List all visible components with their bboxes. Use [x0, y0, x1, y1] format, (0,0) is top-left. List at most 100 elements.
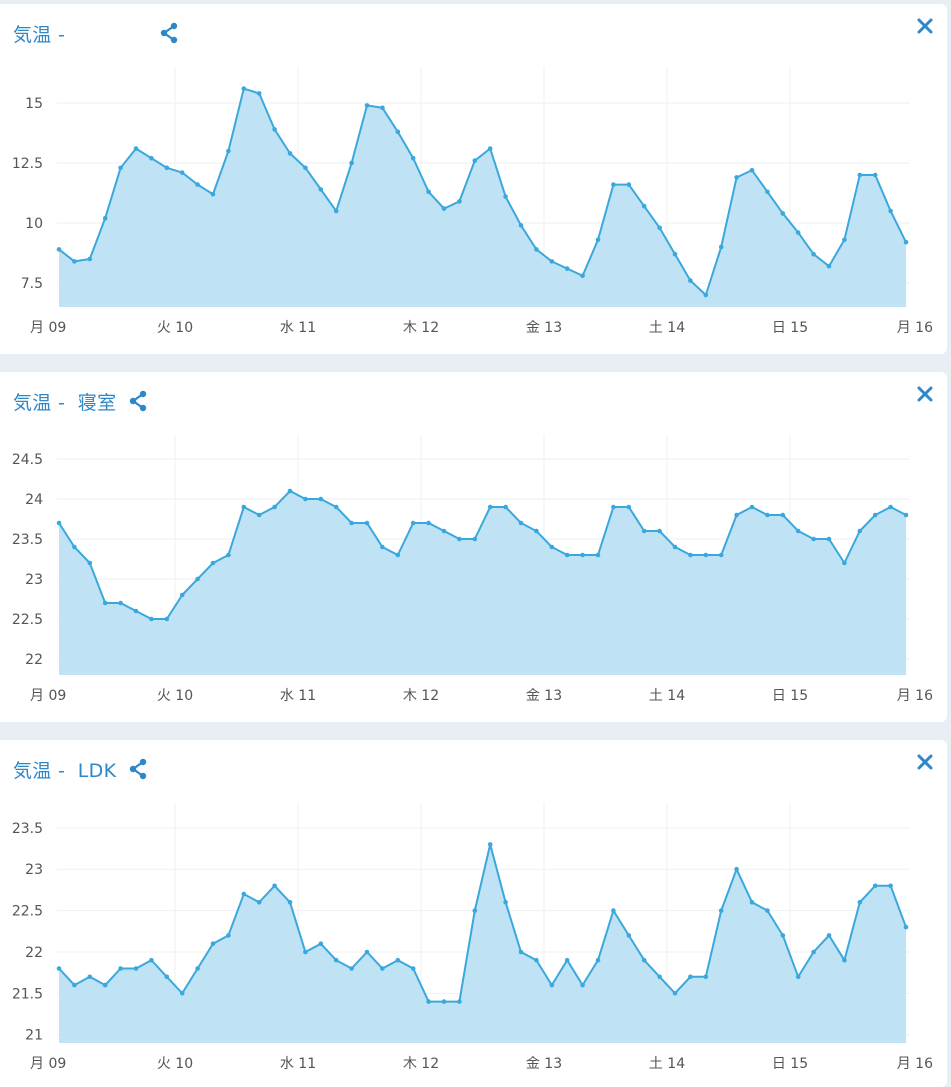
data-point — [287, 488, 293, 494]
data-point — [795, 230, 801, 235]
data-point — [318, 496, 324, 502]
data-point — [703, 552, 709, 558]
data-point — [688, 552, 693, 558]
x-tick-label: 土 14 — [649, 320, 685, 336]
y-tick-label: 22.5 — [12, 612, 43, 628]
data-point — [210, 941, 216, 946]
y-tick-label: 12.5 — [12, 156, 43, 172]
data-point — [641, 528, 647, 534]
data-point — [487, 146, 493, 151]
x-tick-label: 日 15 — [772, 320, 808, 336]
data-point — [672, 544, 678, 550]
data-point — [672, 991, 678, 996]
data-point — [241, 891, 247, 897]
data-point — [872, 172, 878, 178]
data-point — [811, 536, 816, 542]
data-point — [195, 182, 200, 187]
data-point — [487, 504, 493, 510]
data-point — [888, 504, 893, 510]
y-tick-label: 22.5 — [12, 904, 43, 920]
data-point — [534, 247, 539, 252]
data-point — [657, 225, 662, 231]
series-area — [59, 844, 906, 1043]
data-point — [811, 949, 816, 955]
y-tick-label: 24 — [25, 492, 43, 508]
data-point — [118, 600, 123, 606]
data-point — [611, 908, 616, 913]
data-point — [626, 933, 632, 938]
share-icon[interactable] — [128, 757, 150, 781]
card-header: 気温 - 寝室 — [13, 386, 150, 416]
data-point — [672, 251, 678, 257]
data-point — [626, 182, 632, 187]
data-point — [641, 203, 647, 209]
data-point — [195, 576, 200, 582]
data-point — [164, 974, 170, 980]
data-point — [595, 237, 601, 243]
data-point — [872, 512, 878, 518]
y-tick-label: 7.5 — [21, 276, 43, 292]
data-point — [441, 999, 447, 1004]
x-tick-label: 水 11 — [280, 688, 316, 704]
data-point — [518, 520, 524, 526]
data-point — [179, 170, 185, 175]
data-point — [333, 208, 339, 214]
data-point — [626, 504, 632, 510]
data-point — [765, 512, 770, 518]
data-point — [749, 900, 755, 905]
temperature-chart-ldk: 21 21.5 22 22.5 23 23.5 月 09 火 10 水 11 木 12 金 13 土 … — [12, 803, 933, 1072]
data-point — [903, 239, 909, 245]
data-point — [426, 520, 431, 526]
data-point — [256, 512, 262, 518]
data-point — [133, 608, 139, 614]
data-point — [564, 266, 570, 271]
data-point — [549, 544, 555, 550]
data-point — [349, 520, 354, 526]
temperature-chart-bedroom: 22 22.5 23 23.5 24 24.5 月 09 火 10 水 11 木 12 金 13 土 … — [12, 435, 933, 704]
data-point — [102, 215, 108, 221]
data-point — [534, 957, 539, 963]
data-point — [903, 924, 909, 930]
data-point — [133, 146, 139, 151]
x-tick-label: 月 09 — [30, 688, 66, 704]
data-point — [410, 155, 416, 161]
data-point — [195, 966, 200, 971]
series-line — [58, 489, 907, 620]
data-point — [718, 552, 724, 558]
data-point — [534, 528, 539, 534]
data-point — [287, 151, 293, 156]
data-point — [472, 158, 478, 163]
x-tick-label: 火 10 — [157, 320, 193, 336]
data-point — [380, 105, 385, 111]
data-point — [87, 560, 93, 566]
data-point — [226, 552, 231, 558]
data-point — [56, 247, 62, 252]
share-icon[interactable] — [128, 389, 150, 413]
chart-title: 気温 - 寝室 — [13, 391, 117, 414]
data-point — [611, 182, 616, 187]
data-point — [595, 552, 601, 558]
data-point — [826, 263, 832, 269]
y-tick-label: 23 — [25, 572, 43, 588]
x-tick-label: 木 12 — [403, 1056, 439, 1072]
y-tick-label: 23.5 — [12, 821, 43, 837]
data-point — [842, 560, 847, 566]
close-icon[interactable] — [915, 384, 935, 404]
x-tick-label: 金 13 — [526, 688, 562, 704]
data-point — [580, 552, 585, 558]
data-point — [888, 208, 893, 214]
share-icon[interactable] — [159, 21, 181, 45]
data-point — [179, 592, 185, 598]
data-point — [749, 504, 755, 510]
data-point — [580, 273, 585, 279]
data-point — [888, 883, 893, 889]
x-tick-label: 土 14 — [649, 688, 685, 704]
data-point — [395, 957, 401, 963]
close-icon[interactable] — [915, 752, 935, 772]
data-point — [857, 900, 863, 905]
data-point — [842, 957, 847, 963]
data-point — [795, 528, 801, 534]
data-point — [903, 512, 909, 518]
chart-title: 気温 - — [13, 23, 66, 46]
close-icon[interactable] — [915, 16, 935, 36]
